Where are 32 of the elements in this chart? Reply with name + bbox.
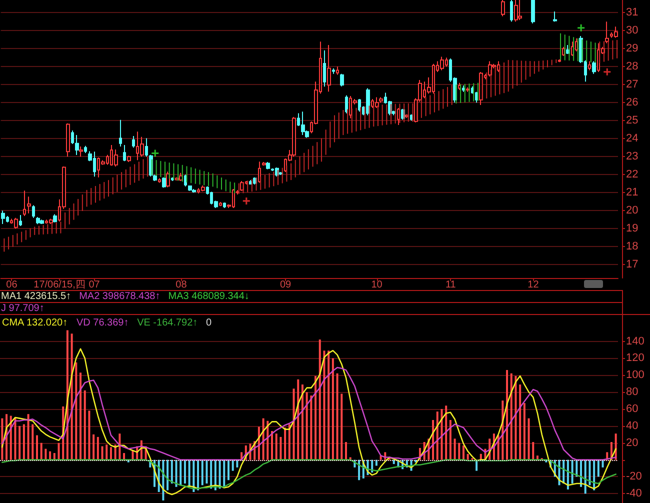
y-tick-label: 20 bbox=[626, 436, 638, 449]
text: VD 76.369↑ bbox=[76, 318, 129, 328]
text: MA3 468089.344↓ bbox=[168, 291, 250, 302]
y-tick-label: 120 bbox=[626, 352, 644, 364]
y-tick-label: 30 bbox=[626, 24, 638, 37]
y-tick-label: 60 bbox=[626, 403, 638, 415]
y-tick-label: 25 bbox=[626, 114, 638, 127]
y-tick-label: 31 bbox=[626, 6, 638, 19]
text: VE -164.792↑ bbox=[137, 318, 198, 328]
y-tick-label: 21 bbox=[626, 186, 638, 199]
y-tick-label: 20 bbox=[626, 204, 638, 217]
text: MA2 398678.438↑ bbox=[79, 291, 160, 302]
y-tick-label: 80 bbox=[626, 386, 638, 398]
text: J 97.709↑ bbox=[1, 303, 44, 314]
y-tick-label: 29 bbox=[626, 42, 638, 55]
y-tick-label: 26 bbox=[626, 96, 638, 109]
ref-line-label: 0 bbox=[206, 318, 212, 328]
y-tick-label: -40 bbox=[626, 488, 642, 500]
y-tick-label: 22 bbox=[626, 168, 638, 181]
y-tick-label: 140 bbox=[626, 335, 644, 348]
text: MA1 423615.5↑ bbox=[1, 291, 72, 302]
y-tick-label: 24 bbox=[626, 132, 638, 145]
y-tick-label: 100 bbox=[626, 369, 644, 382]
text: CMA 132.020↑ bbox=[2, 318, 68, 328]
y-tick-label: 28 bbox=[626, 60, 638, 73]
y-tick-label: 27 bbox=[626, 78, 638, 91]
y-tick-label: 17 bbox=[626, 258, 638, 271]
y-tick-label: 23 bbox=[626, 150, 638, 163]
y-tick-label: -20 bbox=[626, 470, 642, 483]
y-tick-label: 18 bbox=[626, 240, 638, 253]
y-tick-label: 19 bbox=[626, 222, 638, 235]
y-tick-label: 40 bbox=[626, 420, 638, 432]
